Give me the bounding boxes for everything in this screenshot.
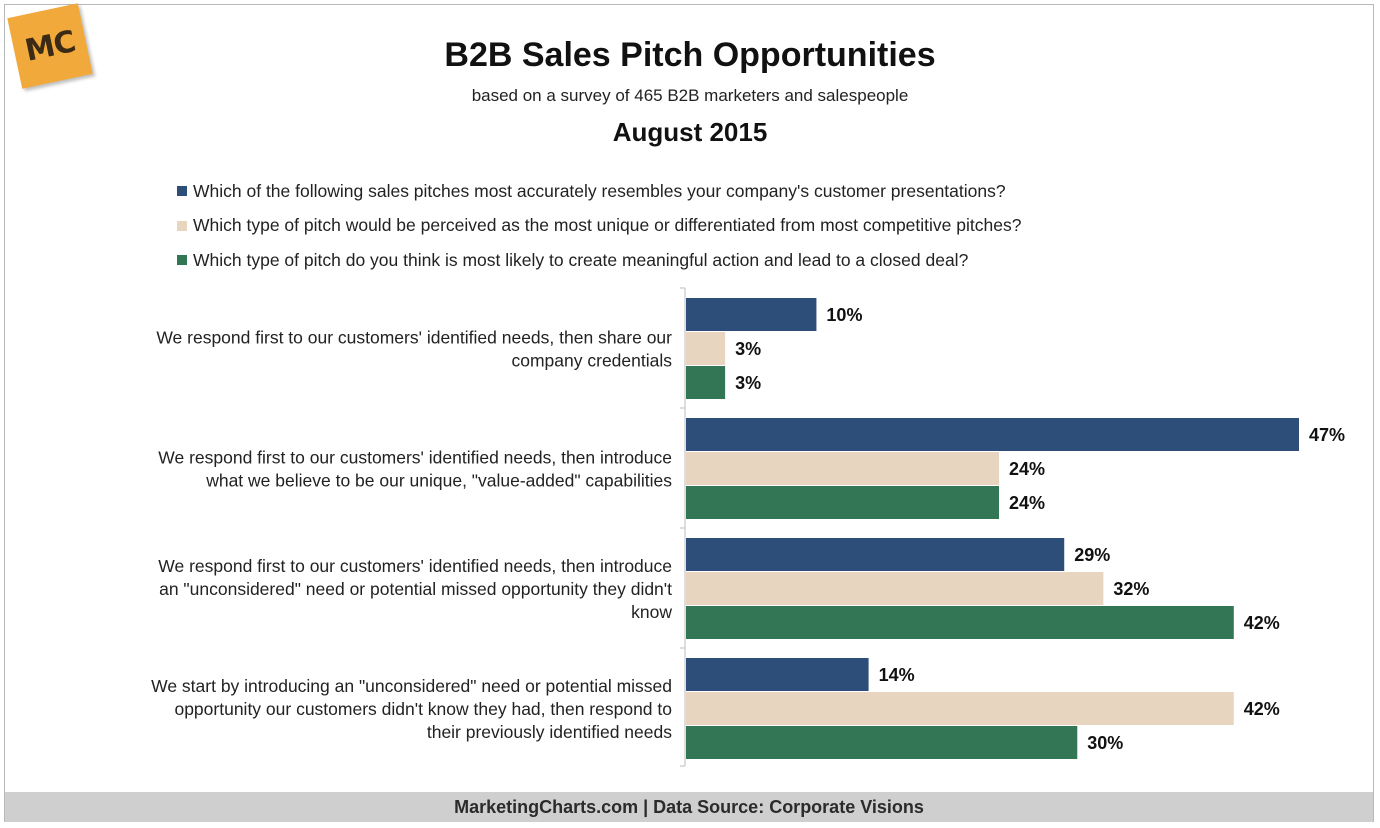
data-label: 10% [826, 305, 862, 325]
chart-title: B2B Sales Pitch Opportunities [444, 36, 936, 74]
data-label: 30% [1087, 733, 1123, 753]
data-label: 3% [735, 373, 761, 393]
category-label-line: We respond first to our customers' ident… [156, 328, 672, 348]
bar [686, 452, 1000, 485]
legend-item: Which type of pitch would be perceived a… [177, 209, 1021, 244]
category-label-line: opportunity our customers didn't know th… [174, 699, 672, 719]
bar [686, 658, 869, 691]
category-label-line: what we believe to be our unique, "value… [205, 471, 672, 491]
bar [686, 538, 1065, 571]
category-label: We start by introducing an "unconsidered… [151, 676, 672, 742]
legend-label: Which type of pitch do you think is most… [193, 249, 969, 270]
data-label: 47% [1309, 425, 1345, 445]
category-label: We respond first to our customers' ident… [158, 556, 672, 622]
bar [686, 486, 1000, 519]
footer-source: MarketingCharts.com | Data Source: Corpo… [5, 792, 1373, 822]
bar [686, 572, 1104, 605]
category-label: We respond first to our customers' ident… [158, 448, 672, 491]
bar [686, 332, 726, 365]
bar [686, 366, 726, 399]
data-label: 42% [1244, 699, 1280, 719]
data-label: 14% [879, 665, 915, 685]
legend-item: Which type of pitch do you think is most… [177, 243, 1021, 278]
chart-date: August 2015 [612, 117, 768, 147]
legend-item: Which of the following sales pitches mos… [177, 174, 1021, 209]
legend-swatch [177, 255, 187, 266]
data-label: 32% [1113, 579, 1149, 599]
data-label: 24% [1009, 459, 1045, 479]
legend-label: Which type of pitch would be perceived a… [193, 215, 1022, 236]
chart-subtitle: based on a survey of 465 B2B marketers a… [471, 86, 909, 105]
data-label: 42% [1244, 613, 1280, 633]
bar [686, 692, 1234, 725]
category-label: We respond first to our customers' ident… [156, 328, 672, 371]
category-label-line: company credentials [512, 351, 673, 371]
category-label-line: know [631, 602, 672, 622]
bar [686, 298, 817, 331]
bar [686, 606, 1234, 639]
legend: Which of the following sales pitches mos… [177, 174, 1021, 278]
data-label: 3% [735, 339, 761, 359]
category-label-line: We respond first to our customers' ident… [158, 448, 672, 468]
legend-swatch [177, 220, 187, 231]
data-label: 24% [1009, 493, 1045, 513]
category-label-line: We start by introducing an "unconsidered… [151, 676, 672, 696]
legend-label: Which of the following sales pitches mos… [193, 180, 1006, 201]
category-label-line: an "unconsidered" need or potential miss… [159, 579, 672, 599]
legend-swatch [177, 186, 187, 197]
bar [686, 418, 1299, 451]
data-label: 29% [1074, 545, 1110, 565]
category-label-line: We respond first to our customers' ident… [158, 556, 672, 576]
bar [686, 726, 1078, 759]
category-label-line: their previously identified needs [427, 722, 672, 742]
